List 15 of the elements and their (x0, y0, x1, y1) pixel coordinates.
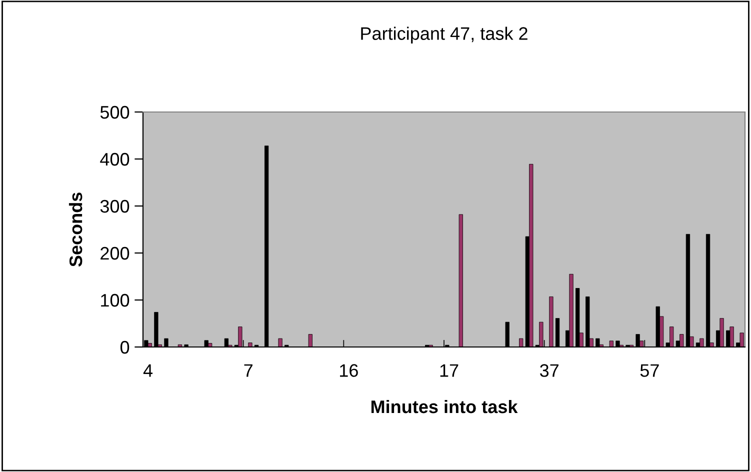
x-tick-label: 17 (440, 364, 458, 377)
y-tick-label: 100 (101, 294, 130, 307)
y-axis-title: Seconds (68, 192, 82, 267)
x-tick-label: 57 (640, 364, 659, 377)
chart-title: Participant 47, task 2 (361, 26, 528, 44)
y-tick-label: 0 (120, 340, 130, 354)
y-tick-label: 500 (100, 106, 130, 119)
x-axis-title: Minutes into task (371, 400, 518, 414)
y-tick-label: 400 (100, 152, 130, 166)
x-tick-label: 7 (244, 364, 252, 377)
x-tick-label: 37 (540, 364, 558, 377)
y-tick-label: 300 (100, 200, 130, 213)
y-tick-label: 200 (100, 246, 130, 260)
x-tick-label: 16 (340, 364, 358, 377)
x-tick-label: 4 (143, 364, 153, 377)
